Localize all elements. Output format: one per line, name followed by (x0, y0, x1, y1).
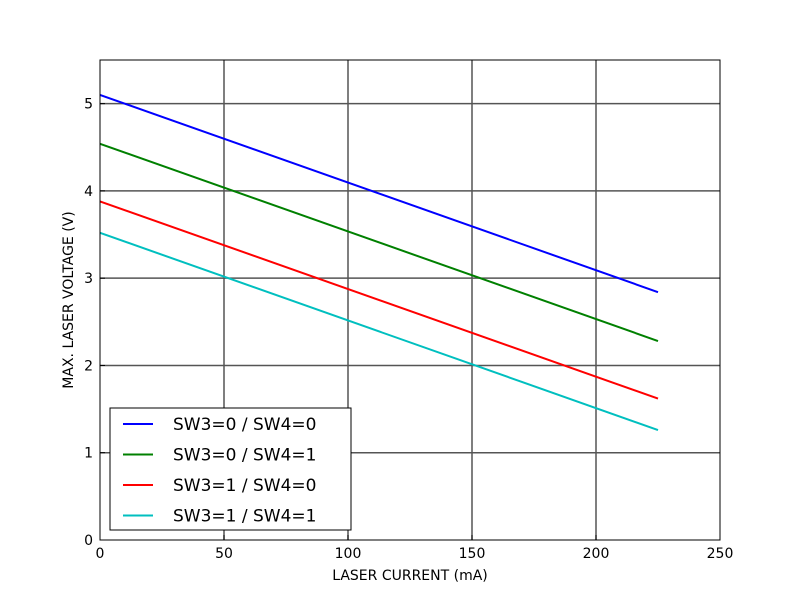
y-tick-label: 3 (84, 271, 93, 287)
y-tick-label: 1 (84, 446, 93, 462)
legend-label: SW3=1 / SW4=0 (173, 476, 317, 496)
x-tick-label: 250 (707, 546, 734, 562)
x-tick-label: 100 (335, 546, 362, 562)
y-tick-label: 5 (84, 97, 93, 113)
axis-ticks: 0 50 100 150 200 250 0 1 2 3 4 5 (84, 97, 733, 562)
series-line (99, 142, 659, 342)
x-tick-label: 150 (459, 546, 486, 562)
y-axis-label: MAX. LASER VOLTAGE (V) (61, 211, 77, 388)
series-lines (99, 93, 659, 431)
x-tick-label: 200 (583, 546, 610, 562)
y-tick-label: 4 (84, 184, 93, 200)
series-line (99, 200, 659, 400)
legend-label: SW3=0 / SW4=0 (173, 415, 317, 435)
series-line (99, 93, 659, 294)
legend-label: SW3=0 / SW4=1 (173, 446, 317, 466)
x-axis-label: LASER CURRENT (mA) (332, 568, 488, 584)
y-tick-label: 0 (84, 533, 93, 549)
series-line (99, 231, 659, 431)
legend-box (109, 407, 352, 531)
y-tick-label: 2 (84, 358, 93, 374)
x-tick-label: 0 (96, 546, 105, 562)
legend: SW3=0 / SW4=0 SW3=0 / SW4=1 SW3=1 / SW4=0 S… (109, 407, 352, 531)
plot-frame (99, 59, 721, 541)
legend-label: SW3=1 / SW4=1 (173, 507, 317, 527)
x-tick-label: 50 (215, 546, 233, 562)
